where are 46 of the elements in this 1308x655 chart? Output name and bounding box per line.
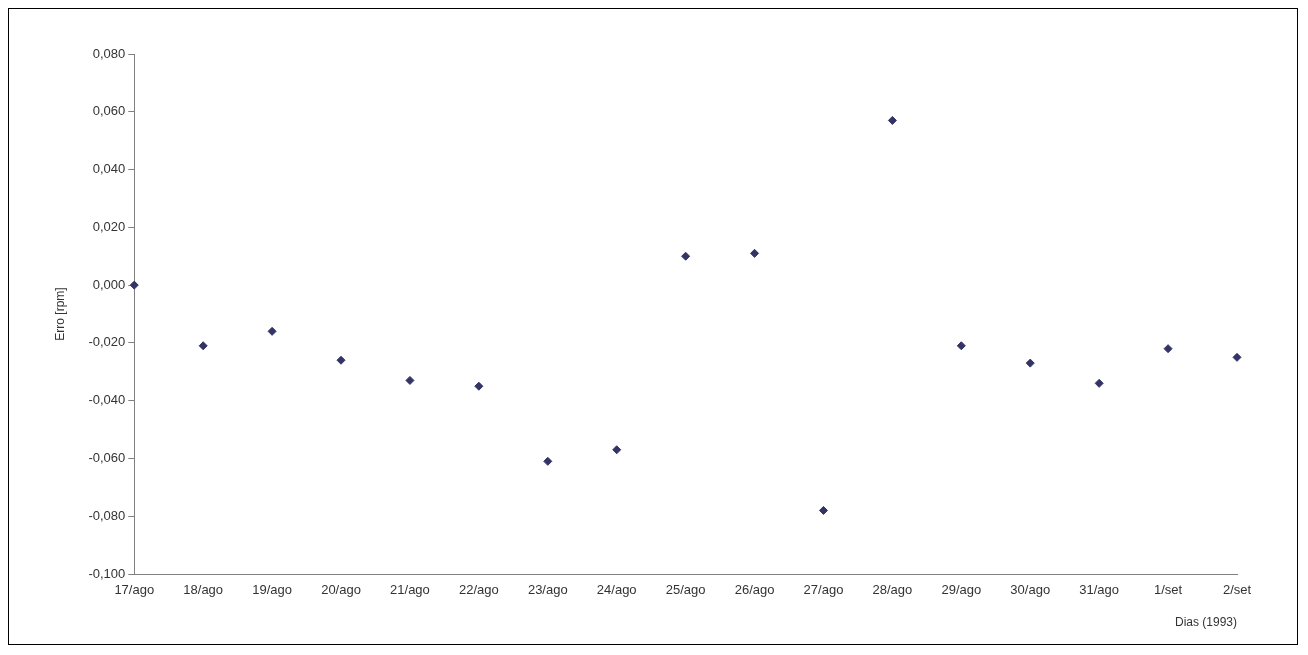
point (818, 505, 828, 515)
point (1094, 378, 1104, 388)
x-tick-label: 24/ago (596, 582, 637, 598)
point (887, 115, 897, 125)
point (267, 326, 277, 336)
x-axis-title: Dias (1993) (1174, 615, 1237, 630)
x-tick-label: 26/ago (734, 582, 775, 598)
y-tick-label: -0,040 (88, 392, 126, 408)
y-tick-label: -0,060 (88, 450, 126, 466)
point (198, 341, 208, 351)
x-tick-label: 23/ago (527, 582, 568, 598)
y-tick-label: -0,100 (88, 565, 126, 581)
x-tick-label: 30/ago (1010, 582, 1051, 598)
x-tick-label: 19/ago (252, 582, 292, 598)
point (612, 445, 622, 455)
x-tick-label: 22/ago (458, 582, 499, 598)
point (543, 456, 553, 466)
point (336, 355, 346, 365)
point (1232, 352, 1242, 362)
y-tick-label: 0,020 (92, 218, 126, 234)
x-tick-label: 25/ago (665, 582, 706, 598)
point (1025, 358, 1035, 368)
x-tick-label: 2/set (1222, 582, 1252, 598)
x-tick-label: 28/ago (872, 582, 913, 598)
y-tick-label: 0,040 (92, 161, 126, 177)
point (956, 341, 966, 351)
y-axis-title: Erro [rpm] (52, 287, 67, 341)
point (129, 280, 139, 290)
point (1163, 344, 1173, 354)
y-tick-label: 0,080 (92, 45, 126, 61)
point (750, 248, 760, 258)
x-tick-label: 21/ago (390, 582, 430, 598)
point (681, 251, 691, 261)
x-tick-label: 27/ago (803, 582, 844, 598)
point (405, 375, 415, 385)
point (474, 381, 484, 391)
y-tick-label: 0,000 (92, 276, 126, 292)
x-tick-label: 20/ago (321, 582, 361, 598)
x-tick-label: 18/ago (183, 582, 224, 598)
y-tick-label: 0,060 (92, 103, 126, 119)
x-tick-label: 17/ago (114, 582, 155, 598)
y-tick-label: -0,020 (88, 334, 126, 350)
x-tick-label: 31/ago (1079, 582, 1120, 598)
y-tick-label: -0,080 (88, 507, 126, 523)
x-tick-label: 1/set (1153, 582, 1183, 598)
x-tick-label: 29/ago (941, 582, 982, 598)
